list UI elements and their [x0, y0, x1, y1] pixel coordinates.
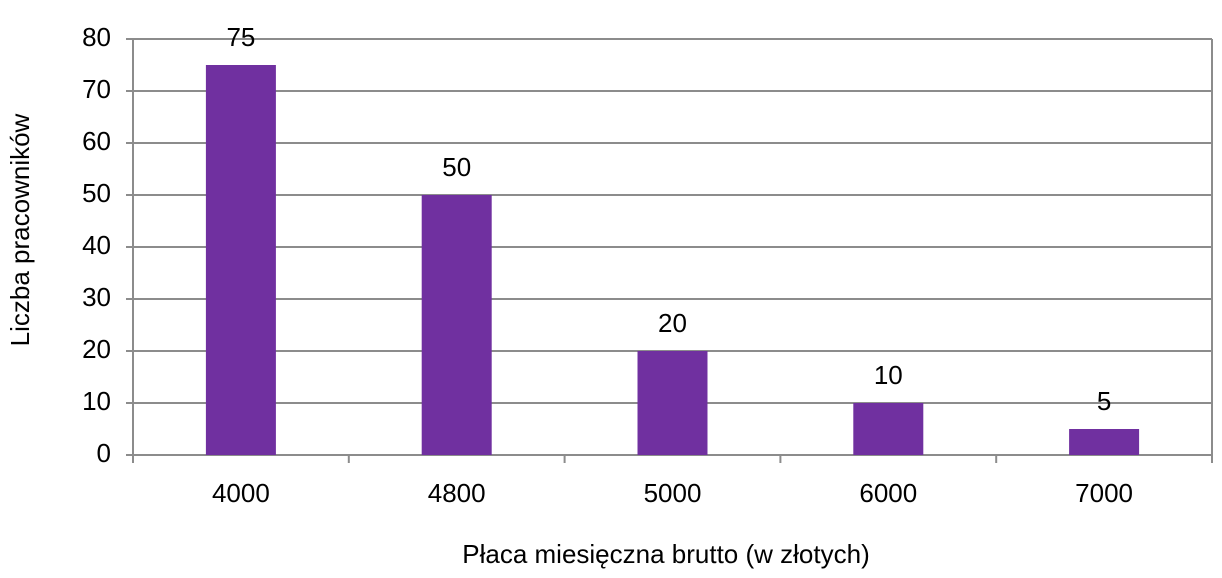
y-tick-label: 60 [82, 126, 111, 156]
bar [205, 65, 276, 455]
y-tick-label: 50 [82, 178, 111, 208]
data-label: 10 [874, 360, 903, 390]
y-tick-label: 40 [82, 230, 111, 260]
y-tick-label: 20 [82, 334, 111, 364]
y-tick-label: 80 [82, 22, 111, 52]
bar [853, 403, 924, 455]
data-label: 20 [658, 308, 687, 338]
y-tick-label: 70 [82, 74, 111, 104]
bar [637, 351, 708, 455]
x-tick-label: 4800 [428, 478, 486, 508]
y-tick-label: 30 [82, 282, 111, 312]
y-tick-label: 10 [82, 386, 111, 416]
x-tick-label: 4000 [212, 478, 270, 508]
y-axis-label: Liczba pracowników [5, 113, 35, 346]
x-tick-label: 5000 [644, 478, 702, 508]
bar [1069, 429, 1140, 455]
x-tick-label: 7000 [1075, 478, 1133, 508]
x-tick-label: 6000 [859, 478, 917, 508]
y-tick-label: 0 [97, 438, 111, 468]
data-label: 75 [226, 22, 255, 52]
data-label: 50 [442, 152, 471, 182]
data-label: 5 [1097, 386, 1111, 416]
x-axis-label: Płaca miesięczna brutto (w złotych) [462, 539, 869, 569]
bar [421, 195, 492, 455]
